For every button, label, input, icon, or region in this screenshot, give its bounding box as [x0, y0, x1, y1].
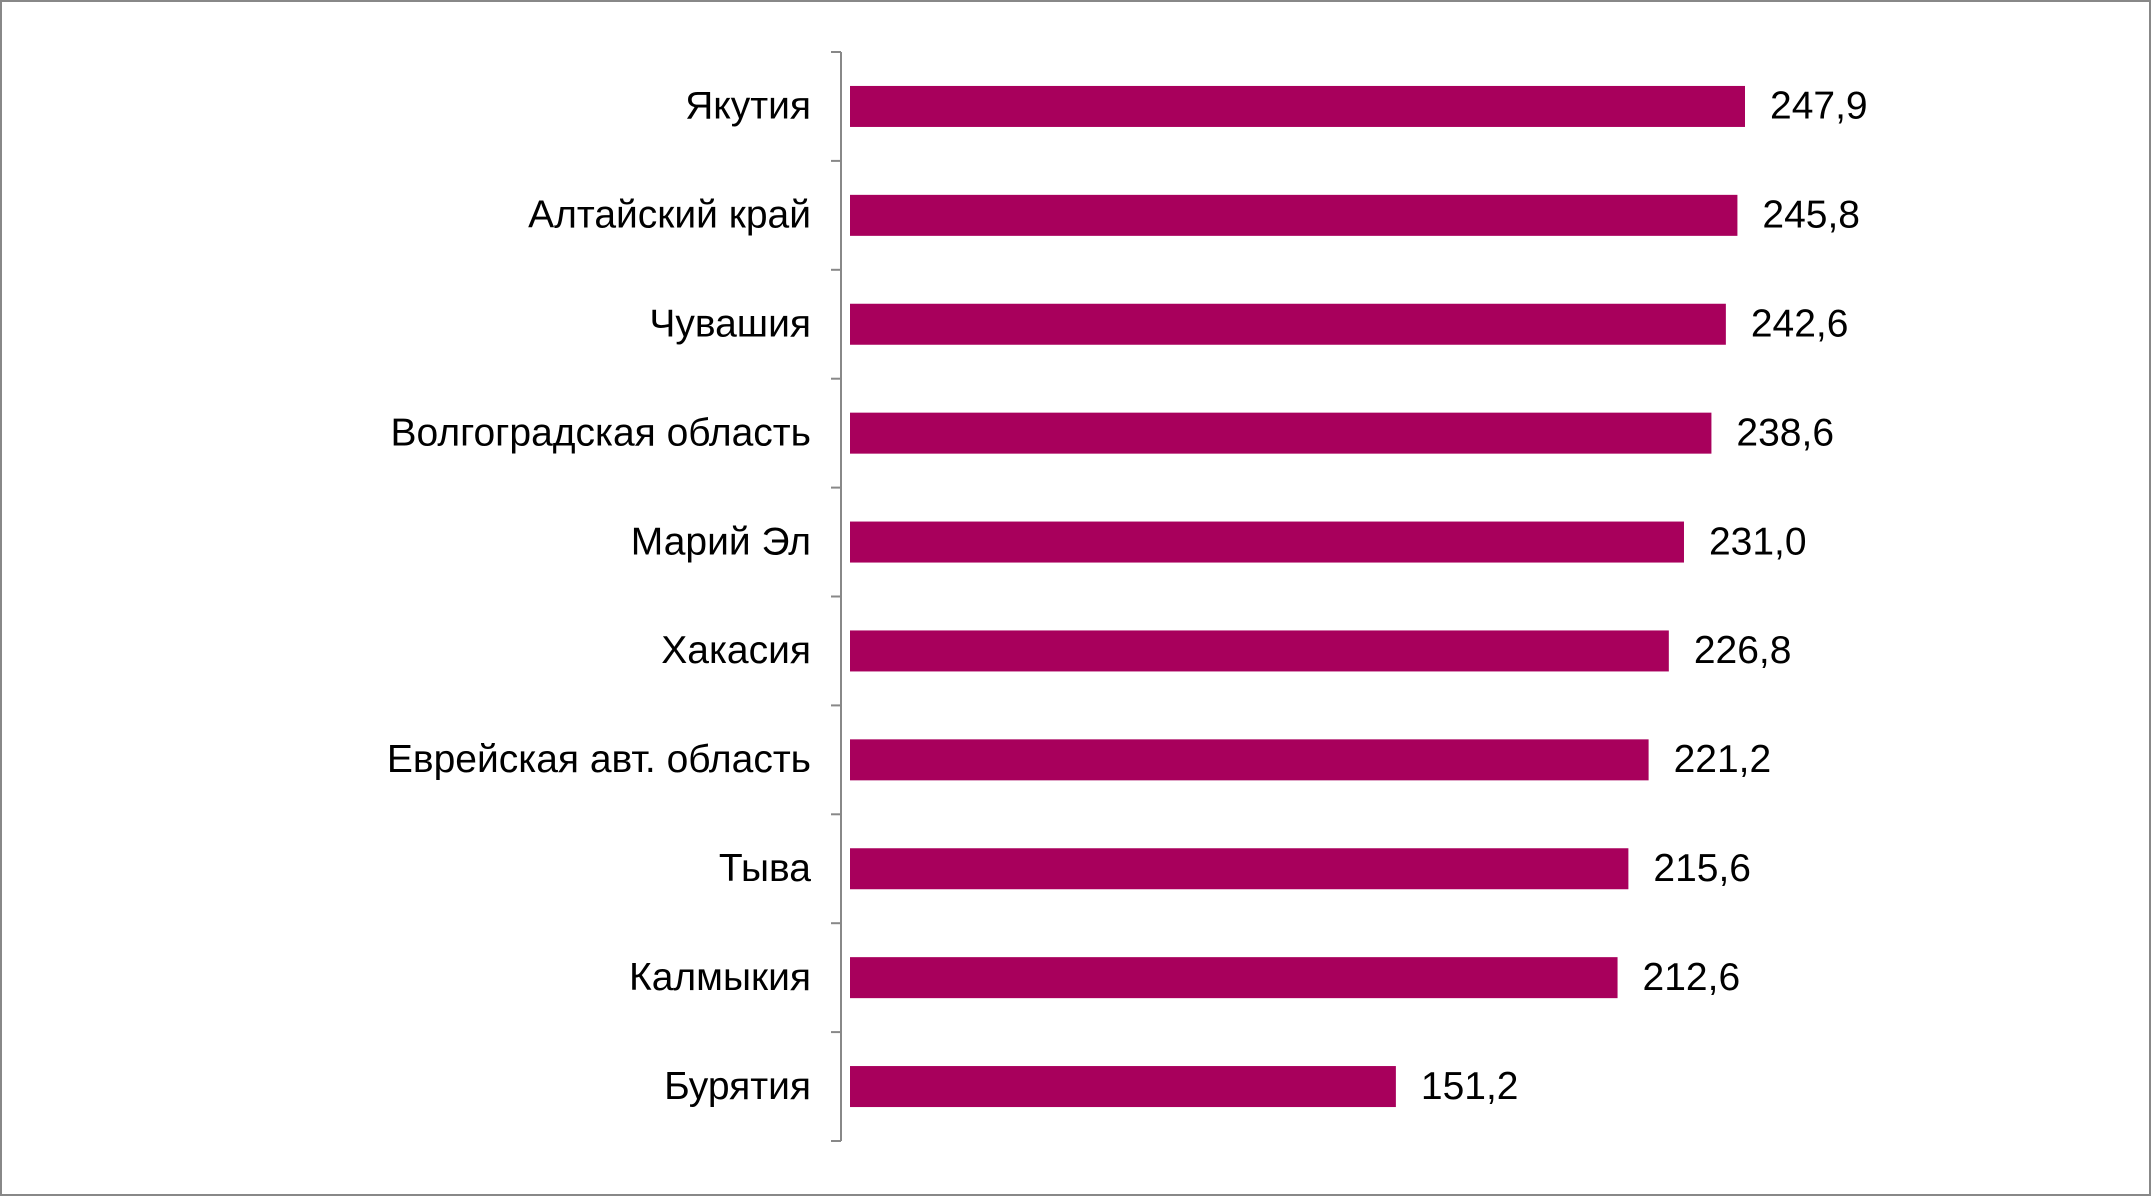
bar: [850, 521, 1684, 563]
category-label: Хакасия: [661, 629, 811, 672]
value-label: 238,6: [1736, 411, 1834, 454]
category-label: Чувашия: [649, 303, 811, 346]
bar: [850, 630, 1669, 672]
bar: [850, 303, 1726, 345]
value-label: 242,6: [1751, 303, 1849, 346]
bar: [850, 739, 1649, 781]
value-label: 247,9: [1770, 85, 1868, 128]
value-label: 221,2: [1674, 738, 1772, 781]
value-label: 231,0: [1709, 520, 1807, 563]
bar: [850, 848, 1629, 890]
value-label: 215,6: [1653, 847, 1751, 890]
category-label: Волгоградская область: [391, 411, 812, 454]
bar: [850, 412, 1712, 454]
value-label: 212,6: [1643, 956, 1741, 999]
category-label: Бурятия: [664, 1065, 811, 1108]
bar: [850, 194, 1738, 236]
category-label: Калмыкия: [629, 956, 811, 999]
category-label: Якутия: [685, 85, 811, 128]
value-label: 151,2: [1421, 1065, 1519, 1108]
bar: [850, 1066, 1396, 1108]
category-label: Еврейская авт. область: [387, 738, 811, 781]
category-label: Марий Эл: [631, 520, 811, 563]
value-label: 245,8: [1762, 194, 1860, 237]
bar: [850, 957, 1618, 999]
bar: [850, 85, 1745, 127]
value-label: 226,8: [1694, 629, 1792, 672]
category-label: Тыва: [719, 847, 811, 890]
category-label: Алтайский край: [528, 194, 811, 237]
